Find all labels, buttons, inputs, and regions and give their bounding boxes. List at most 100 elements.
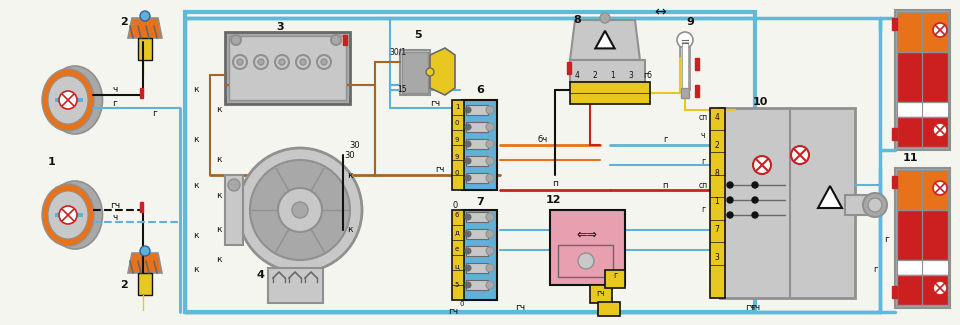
Circle shape [933, 281, 947, 295]
Text: 1: 1 [455, 104, 459, 110]
Ellipse shape [48, 191, 88, 239]
Bar [268, 268, 323, 303]
Circle shape [933, 181, 947, 195]
Text: 15: 15 [397, 85, 407, 95]
Text: к: к [348, 171, 352, 179]
Bar [466, 173, 488, 183]
Polygon shape [430, 48, 455, 95]
Text: гч: гч [448, 307, 458, 317]
Bar [567, 62, 571, 74]
Bar [605, 270, 625, 288]
Text: к: к [193, 266, 199, 275]
Bar [590, 285, 612, 303]
Text: 6: 6 [455, 212, 459, 218]
Bar [402, 52, 428, 93]
Bar [140, 202, 143, 212]
Ellipse shape [42, 184, 94, 246]
Circle shape [486, 213, 494, 221]
Text: 9: 9 [455, 137, 459, 143]
Text: 9: 9 [686, 17, 694, 27]
Bar [895, 168, 950, 308]
Text: 2: 2 [714, 141, 719, 150]
Text: ч: ч [112, 84, 118, 94]
Circle shape [228, 179, 240, 191]
Circle shape [426, 68, 434, 76]
Bar [140, 88, 143, 98]
Circle shape [933, 23, 947, 37]
Text: ⇐⇒: ⇐⇒ [577, 228, 597, 241]
Bar [570, 82, 650, 104]
Bar [897, 102, 948, 117]
Circle shape [331, 35, 341, 45]
Bar [229, 36, 346, 100]
Text: гч: гч [597, 290, 606, 298]
Circle shape [933, 123, 947, 137]
Polygon shape [570, 20, 640, 60]
Text: гч: гч [110, 202, 120, 211]
Text: г: г [153, 109, 157, 118]
Bar [225, 175, 243, 245]
Bar [466, 105, 488, 115]
Circle shape [250, 160, 350, 260]
Text: гч: гч [515, 304, 525, 313]
Text: 8: 8 [573, 15, 581, 25]
Ellipse shape [47, 181, 103, 249]
Circle shape [465, 124, 471, 130]
Text: к: к [216, 155, 222, 164]
Bar [55, 98, 83, 102]
Bar [682, 42, 688, 88]
Text: к: к [193, 85, 199, 95]
Text: 30: 30 [345, 150, 355, 160]
Circle shape [140, 246, 150, 256]
Circle shape [791, 146, 809, 164]
Circle shape [486, 281, 494, 289]
Text: гч: гч [745, 304, 756, 313]
Circle shape [486, 157, 494, 165]
Circle shape [486, 123, 494, 131]
Circle shape [578, 253, 594, 269]
Ellipse shape [42, 69, 94, 131]
Circle shape [465, 158, 471, 164]
Polygon shape [128, 253, 162, 273]
Text: 4: 4 [714, 113, 719, 123]
Bar [466, 229, 488, 239]
Text: 4: 4 [256, 270, 264, 280]
Text: гч: гч [750, 304, 760, 313]
Text: 0: 0 [452, 201, 458, 210]
Text: гб: гб [643, 71, 653, 80]
Circle shape [59, 206, 77, 224]
Text: 12: 12 [545, 195, 561, 205]
Circle shape [752, 197, 758, 203]
Bar [466, 246, 488, 256]
Bar [466, 263, 488, 273]
Bar [897, 52, 948, 102]
Text: 2: 2 [592, 71, 597, 80]
Text: г: г [873, 266, 877, 275]
Text: е: е [455, 246, 459, 252]
Circle shape [465, 175, 471, 181]
Bar [225, 32, 350, 104]
Text: 2: 2 [120, 280, 128, 290]
Circle shape [254, 55, 268, 69]
Circle shape [727, 212, 733, 218]
Circle shape [486, 140, 494, 148]
Circle shape [465, 282, 471, 288]
Circle shape [486, 174, 494, 182]
Bar [720, 108, 855, 298]
Text: 5: 5 [414, 30, 421, 40]
Circle shape [237, 59, 243, 65]
Circle shape [486, 230, 494, 238]
Text: 1: 1 [48, 157, 56, 167]
Bar [466, 156, 488, 166]
Circle shape [238, 148, 362, 272]
Bar [466, 280, 488, 290]
Bar [462, 210, 497, 300]
Circle shape [296, 55, 310, 69]
Text: г: г [112, 99, 117, 109]
Circle shape [486, 264, 494, 272]
Text: гч: гч [430, 98, 440, 108]
Text: бч: бч [538, 136, 548, 145]
Circle shape [233, 55, 247, 69]
Bar [598, 302, 620, 316]
Bar [892, 176, 897, 188]
